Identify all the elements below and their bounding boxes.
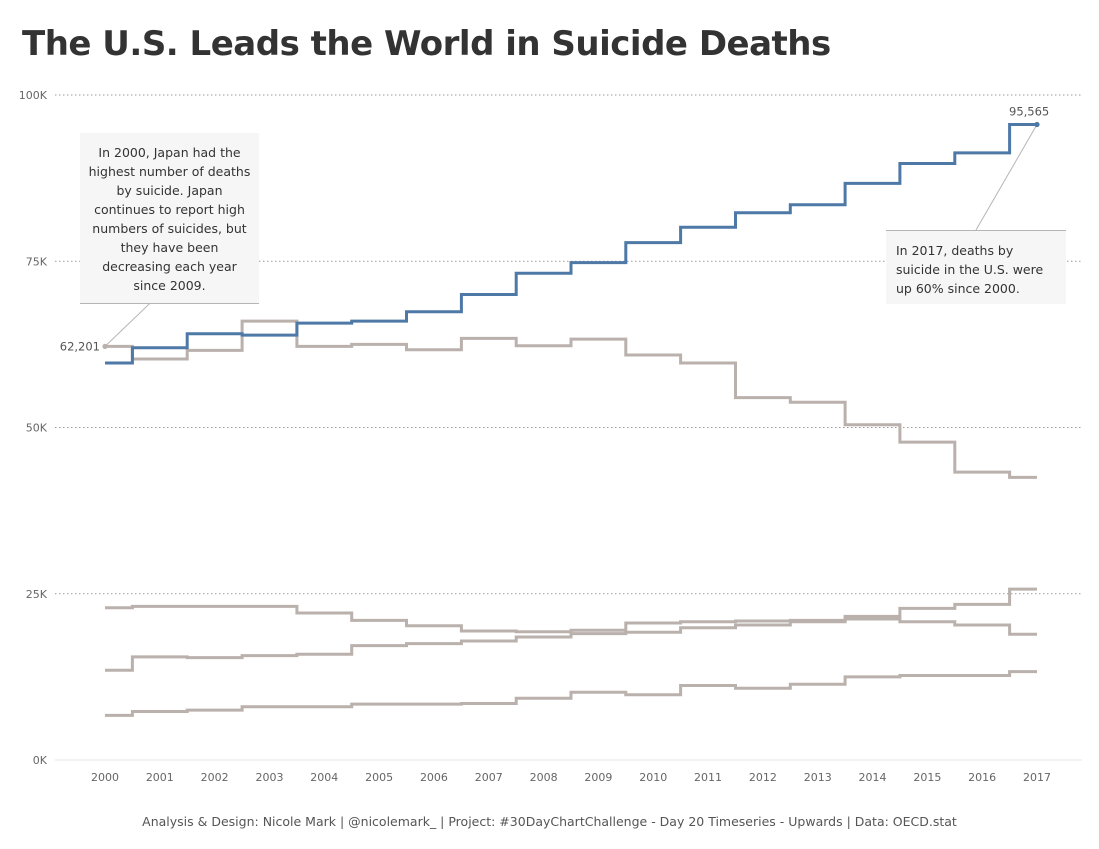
y-tick-label: 75K	[26, 255, 48, 268]
gridlines	[55, 94, 1082, 595]
footer-credits: Analysis & Design: Nicole Mark | @nicole…	[142, 814, 957, 829]
x-tick-label: 2005	[365, 771, 393, 784]
x-tick-label: 2002	[201, 771, 229, 784]
x-tick-label: 2008	[530, 771, 558, 784]
x-tick-label: 2017	[1023, 771, 1051, 784]
data-point-marker	[102, 343, 108, 349]
series-lines	[105, 123, 1037, 717]
series-line	[105, 604, 1037, 636]
series-line	[105, 587, 1037, 672]
y-tick-label: 100K	[19, 89, 48, 102]
x-tick-label: 2007	[475, 771, 503, 784]
x-tick-label: 2009	[584, 771, 612, 784]
x-tick-label: 2016	[968, 771, 996, 784]
us-annotation: In 2017, deaths by suicide in the U.S. w…	[886, 230, 1066, 304]
series-line	[105, 670, 1037, 717]
x-tick-label: 2014	[859, 771, 887, 784]
page-title: The U.S. Leads the World in Suicide Deat…	[22, 24, 831, 64]
y-tick-label: 50K	[26, 422, 48, 435]
x-tick-label: 2010	[639, 771, 667, 784]
data-point-marker	[1034, 121, 1040, 128]
japan-annotation: In 2000, Japan had the highest number of…	[80, 133, 259, 304]
x-tick-label: 2012	[749, 771, 777, 784]
y-tick-label: 25K	[26, 588, 48, 601]
leader-line-us	[975, 124, 1038, 231]
x-tick-label: 2003	[255, 771, 283, 784]
series-line	[105, 319, 1037, 479]
x-tick-label: 2013	[804, 771, 832, 784]
y-tick-label: 0K	[33, 754, 48, 767]
x-tick-label: 2015	[913, 771, 941, 784]
x-tick-label: 2006	[420, 771, 448, 784]
x-axis-ticks: 2000 2001 2002 2003 2004 2005 2006 2007 2008 2009…	[91, 771, 1051, 784]
x-tick-label: 2000	[91, 771, 119, 784]
x-tick-label: 2004	[310, 771, 338, 784]
series-line-highlight	[105, 123, 1037, 365]
x-tick-label: 2011	[694, 771, 722, 784]
data-labels: 62,201 95,565	[60, 104, 1050, 353]
data-label: 62,201	[60, 339, 100, 353]
x-tick-label: 2001	[146, 771, 174, 784]
data-label: 95,565	[1009, 104, 1049, 118]
y-axis-ticks: 0K 25K 50K 75K 100K	[19, 89, 48, 767]
